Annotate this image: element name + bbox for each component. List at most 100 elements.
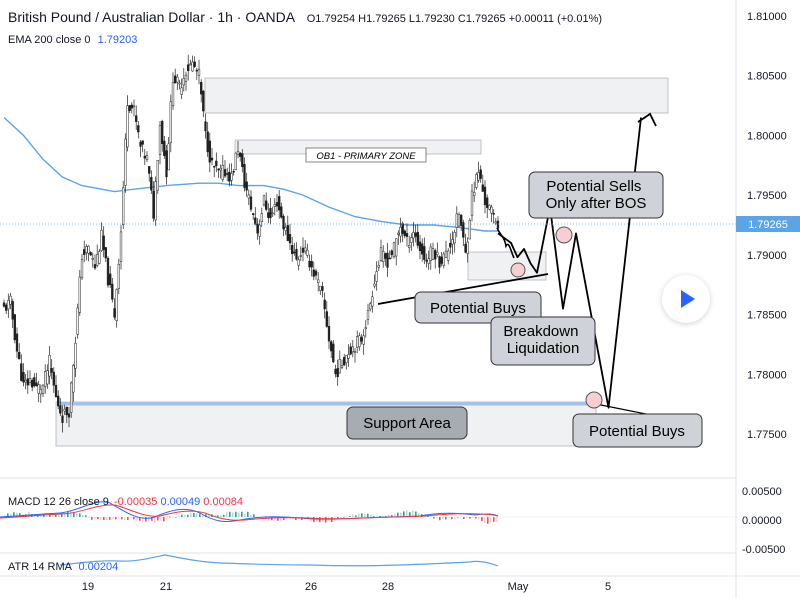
candle-body xyxy=(317,279,320,284)
macd-bar xyxy=(217,515,219,517)
candle-body xyxy=(28,378,32,383)
macd-bar xyxy=(34,515,36,517)
liquidity-squiggle xyxy=(496,227,515,259)
candle-body xyxy=(57,395,60,407)
candle-body xyxy=(468,219,471,240)
candle-body xyxy=(206,131,209,153)
candle-body xyxy=(5,304,8,311)
macd-bar xyxy=(172,517,174,518)
time-tick-label: 19 xyxy=(82,581,94,593)
macd-bar xyxy=(484,517,486,524)
macd-bar xyxy=(253,514,255,517)
candle-body xyxy=(111,283,114,300)
macd-bar xyxy=(223,514,225,517)
candle-body xyxy=(202,90,205,112)
macd-bar xyxy=(145,517,147,522)
macd-bar xyxy=(403,511,405,517)
candle-body xyxy=(462,222,465,238)
macd-bar xyxy=(325,517,327,523)
macd-bar xyxy=(433,517,435,519)
macd-bar xyxy=(232,512,234,517)
candle-body xyxy=(22,372,25,383)
candle-body xyxy=(48,355,51,377)
macd-bar xyxy=(268,517,270,521)
macd-bar xyxy=(406,510,408,517)
macd-bar xyxy=(58,514,60,517)
candle-body xyxy=(444,250,448,259)
macd-legend[interactable]: MACD 12 26 close 9 -0.00035 0.00049 0.00… xyxy=(8,496,243,508)
macd-label: MACD 12 26 close 9 xyxy=(8,496,109,508)
candle-body xyxy=(496,220,500,229)
potential-buys-text-1: Potential Buys xyxy=(430,300,526,317)
candle-body xyxy=(401,223,404,234)
macd-bar xyxy=(448,517,450,518)
replay-button[interactable] xyxy=(662,275,710,323)
candle-body xyxy=(288,234,292,244)
candle-body xyxy=(100,229,103,251)
macd-bar xyxy=(94,517,96,520)
macd-bar xyxy=(376,516,378,517)
candle-body xyxy=(284,227,287,231)
candle-body xyxy=(117,263,120,289)
candle-body xyxy=(219,168,222,171)
macd-bar xyxy=(139,517,141,521)
candle-body xyxy=(353,351,357,353)
candle-body xyxy=(24,380,27,383)
candle-body xyxy=(492,213,495,215)
candle-body xyxy=(453,232,456,244)
candle-body xyxy=(104,247,107,259)
projection-arrowhead xyxy=(637,112,657,127)
candle-body xyxy=(26,378,29,386)
candle-body xyxy=(76,307,79,335)
macd-bar xyxy=(100,517,102,520)
macd-bar xyxy=(496,517,498,523)
candle-body xyxy=(436,251,439,255)
symbol-title[interactable]: British Pound / Australian Dollar · 1h ·… xyxy=(8,9,296,25)
time-tick-label: May xyxy=(508,581,529,593)
candle-body xyxy=(379,247,383,261)
price-tick-label: 1.81000 xyxy=(747,11,787,23)
candle-body xyxy=(54,385,58,398)
time-axis: 19 21 26 28 May 5 xyxy=(82,581,611,593)
macd-bar xyxy=(373,516,375,517)
macd-bar xyxy=(79,513,81,517)
macd-bar xyxy=(442,517,444,519)
candle-body xyxy=(252,213,255,215)
candle-body xyxy=(291,245,294,255)
macd-bar xyxy=(160,517,162,521)
macd-bar xyxy=(265,517,267,519)
potential-buys-box-1 xyxy=(414,291,542,324)
play-icon xyxy=(681,290,695,308)
macd-bar xyxy=(379,516,381,517)
candle-body xyxy=(334,368,337,375)
candle-body xyxy=(332,343,335,363)
candle-body xyxy=(174,75,177,84)
candle-body xyxy=(273,204,276,207)
candle-body xyxy=(278,196,281,211)
candle-body xyxy=(280,206,283,218)
candle-body xyxy=(258,224,261,237)
ema-legend[interactable]: EMA 200 close 0 1.79203 xyxy=(8,34,137,46)
candle-body xyxy=(451,239,454,245)
candle-body xyxy=(473,192,476,197)
candle-body xyxy=(447,250,450,261)
candle-body xyxy=(7,300,10,310)
macd-bar xyxy=(250,515,252,517)
candle-body xyxy=(204,121,207,132)
macd-bar xyxy=(466,516,468,518)
candle-body xyxy=(132,105,136,108)
candle-body xyxy=(239,152,242,157)
candle-body xyxy=(269,207,272,219)
macd-bar xyxy=(151,517,153,521)
atr-legend[interactable]: ATR 14 RMA 0.00204 xyxy=(8,561,118,573)
candle-body xyxy=(37,384,40,394)
last-price-tag xyxy=(736,216,800,232)
candle-body xyxy=(180,87,183,95)
macd-bar xyxy=(469,517,471,519)
macd-bar xyxy=(286,517,288,520)
candle-body xyxy=(78,276,81,313)
candle-body xyxy=(109,273,112,286)
candle-body xyxy=(449,242,452,248)
